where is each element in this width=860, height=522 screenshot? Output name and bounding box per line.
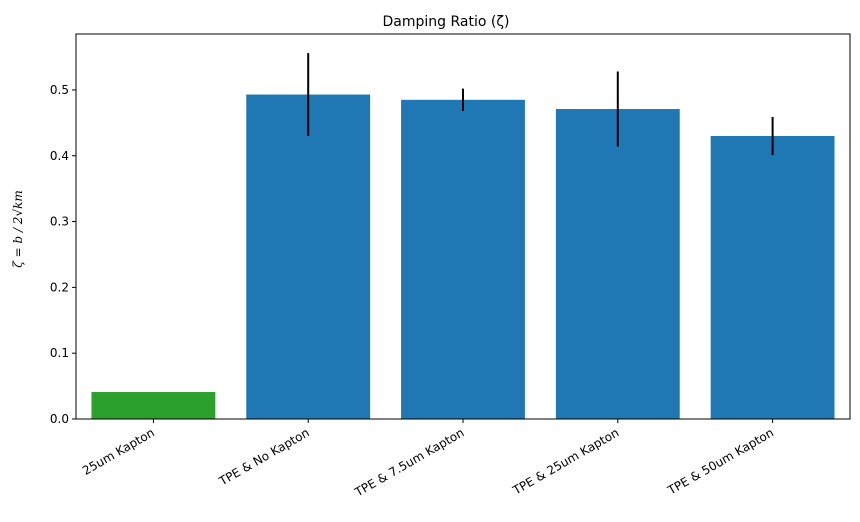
error-bar-group (307, 53, 774, 156)
y-tick-label-0: 0.0 (50, 412, 69, 426)
y-axis-label: ζ = b / 2√km (11, 190, 25, 267)
bar-0 (91, 392, 216, 419)
bar-2 (401, 99, 525, 420)
bar-group (91, 94, 835, 420)
x-tick-label-1: TPE & No Kapton (216, 425, 312, 488)
y-tick-label-4: 0.4 (50, 149, 69, 163)
y-tick-label-1: 0.1 (50, 346, 69, 360)
bar-4 (710, 136, 835, 419)
bar-3 (555, 109, 680, 420)
y-axis: 0.0 0.1 0.2 0.3 0.4 0.5 (50, 83, 76, 426)
y-tick-label-3: 0.3 (50, 215, 69, 229)
x-tick-label-0: 25um Kapton (80, 425, 157, 477)
x-axis: 25um Kapton TPE & No Kapton TPE & 7.5um Ka… (80, 419, 776, 500)
x-tick-label-3: TPE & 25um Kapton (510, 425, 622, 498)
y-axis-label-text: ζ = b / 2√km (11, 190, 25, 267)
plot-frame (75, 33, 851, 420)
chart-title: Damping Ratio (ζ) (383, 14, 510, 30)
x-tick-label-2: TPE & 7.5um Kapton (352, 425, 467, 499)
y-tick-label-2: 0.2 (50, 280, 69, 294)
y-tick-label-5: 0.5 (50, 83, 69, 97)
x-tick-label-4: TPE & 50um Kapton (664, 425, 776, 498)
bar-1 (246, 94, 371, 420)
